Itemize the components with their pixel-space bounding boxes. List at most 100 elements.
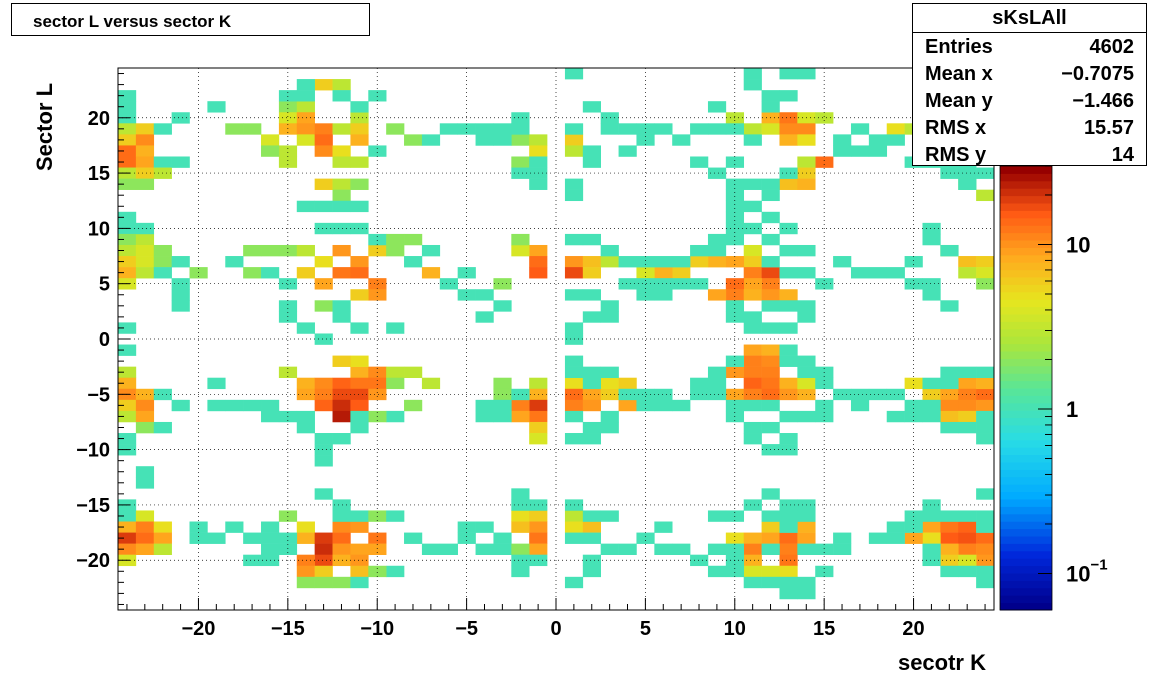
heatmap-cell <box>296 377 315 390</box>
colorbar-band <box>1000 587 1052 596</box>
heatmap-cell <box>976 488 995 500</box>
heatmap-cell <box>278 300 298 312</box>
color-scale: 10 1 10−1 <box>999 165 1108 611</box>
heatmap-cell <box>815 565 834 578</box>
heatmap-cell <box>118 377 137 390</box>
heatmap-cell <box>171 256 190 268</box>
heatmap-cell <box>922 233 941 246</box>
heatmap-cell <box>761 421 780 434</box>
heatmap-cell <box>153 256 172 268</box>
heatmap-cell <box>761 565 780 578</box>
y-tick-label: 10 <box>88 218 110 240</box>
heatmap-cell <box>511 123 530 135</box>
heatmap-cell <box>940 510 959 522</box>
heatmap-cell <box>654 543 673 555</box>
heatmap-cell <box>761 267 780 279</box>
heatmap-cell <box>779 521 798 533</box>
heatmap-cell <box>368 90 387 102</box>
heatmap-cell <box>278 311 298 323</box>
heatmap-cell <box>815 399 834 412</box>
heatmap-cell <box>529 244 548 257</box>
heatmap-cell <box>886 532 905 544</box>
heatmap-cell <box>511 134 530 146</box>
y-tick-label: −5 <box>87 384 110 406</box>
heatmap-cell <box>278 112 298 124</box>
heatmap-cell <box>296 79 315 91</box>
heatmap-cell <box>332 521 351 533</box>
heatmap-cell <box>118 543 137 555</box>
heatmap-cell <box>296 244 315 257</box>
heatmap-cell <box>976 576 995 589</box>
heatmap-cell <box>600 311 619 323</box>
heatmap-cell <box>296 322 315 334</box>
heatmap-cell <box>582 233 601 246</box>
heatmap-cell <box>725 300 745 312</box>
heatmap-cell <box>493 377 512 390</box>
heatmap-cell <box>779 112 798 124</box>
heatmap-cell <box>135 244 155 257</box>
heatmap-cell <box>118 433 137 445</box>
heatmap-cell <box>976 256 995 268</box>
heatmap-cell <box>243 532 262 544</box>
stats-row-entries: Entries 4602 <box>925 34 1134 61</box>
heatmap-cell <box>833 256 852 268</box>
heatmap-cell <box>368 233 387 246</box>
heatmap-cell <box>529 377 548 390</box>
heatmap-cell <box>135 267 155 279</box>
heatmap-cell <box>207 399 226 412</box>
colorbar-band <box>1000 469 1052 478</box>
colorbar-band <box>1000 395 1052 404</box>
heatmap-cell <box>654 521 673 533</box>
heatmap-cell <box>600 388 619 401</box>
heatmap-cell <box>976 388 995 401</box>
heatmap-cell <box>761 521 780 533</box>
colorbar-band <box>1000 306 1052 315</box>
heatmap-cell <box>904 532 923 544</box>
colorbar-band <box>1000 550 1052 559</box>
heatmap-cell <box>725 189 745 202</box>
heatmap-cell <box>135 399 155 412</box>
heatmap-cell <box>600 112 619 124</box>
heatmap-cell <box>511 112 530 124</box>
stats-row-mean-y: Mean y −1.466 <box>925 88 1134 115</box>
heatmap-cell <box>350 377 369 390</box>
heatmap-cell <box>976 521 995 533</box>
heatmap-cell <box>243 554 262 567</box>
heatmap-cell <box>118 145 137 157</box>
heatmap-cell <box>314 200 333 213</box>
heatmap-cell <box>564 134 584 146</box>
heatmap-cell <box>761 488 780 500</box>
stats-row-rms-y: RMS y 14 <box>925 142 1134 169</box>
heatmap-cell <box>582 145 601 157</box>
stats-name: sKsLAll <box>913 4 1146 33</box>
heatmap-cell <box>529 267 548 279</box>
stats-label: RMS y <box>925 144 987 166</box>
heatmap-cell <box>779 510 798 522</box>
stats-label: Mean y <box>925 90 993 112</box>
heatmap-cell <box>976 554 995 567</box>
heatmap-cell <box>779 222 798 235</box>
colorbar-band <box>1000 210 1052 219</box>
heatmap-cell <box>940 532 959 544</box>
heatmap-cell <box>976 532 995 544</box>
heatmap-cell <box>797 156 816 168</box>
heatmap-cell <box>386 123 405 135</box>
heatmap-cell <box>707 388 727 401</box>
heatmap-cell <box>654 256 673 268</box>
colorbar-band <box>1000 277 1052 285</box>
heatmap-cell <box>582 311 601 323</box>
heatmap-cell <box>725 211 745 224</box>
heatmap-cell <box>958 510 977 522</box>
stats-label: Entries <box>925 36 993 58</box>
heatmap-cell <box>475 134 494 146</box>
heatmap-cell <box>332 499 351 511</box>
heatmap-cell <box>582 565 601 578</box>
heatmap-cell <box>743 322 762 334</box>
heatmap-cell <box>243 244 262 257</box>
heatmap-cell <box>797 576 816 589</box>
heatmap-cell <box>171 156 190 168</box>
heatmap-cell <box>922 499 941 511</box>
heatmap-cell <box>797 300 816 312</box>
heatmap-cell <box>618 145 637 157</box>
heatmap-cell <box>940 399 959 412</box>
